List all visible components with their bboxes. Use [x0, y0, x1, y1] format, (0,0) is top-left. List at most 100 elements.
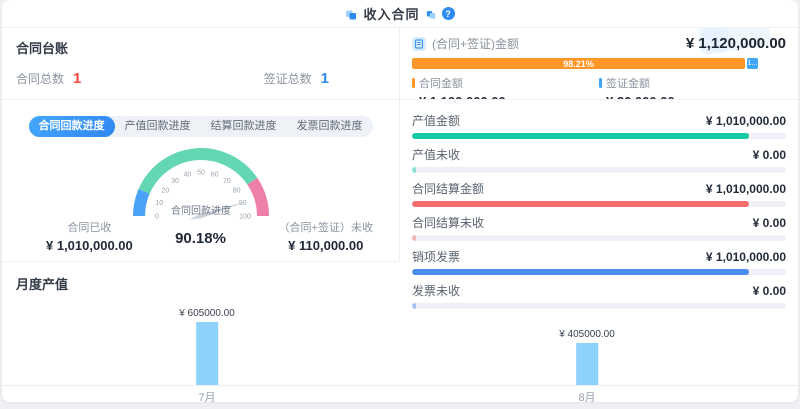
svg-text:70: 70: [223, 178, 231, 185]
svg-text:60: 60: [210, 172, 218, 179]
contract-received-value: ¥ 1,010,000.00: [46, 238, 133, 253]
unreceived-value: ¥ 110,000.00: [288, 238, 364, 253]
metric-label: 发票未收: [412, 284, 461, 298]
metric-value: ¥ 1,010,000.00: [705, 181, 786, 196]
metrics-list: 产值金额 ¥ 1,010,000.00 产值未收 ¥ 0.00 合同结算金额 ¥ 1,01…: [400, 100, 798, 309]
amount-stacked-bar: 98.21% 1...: [412, 58, 758, 69]
contract-folder-icon: [345, 8, 357, 20]
gauge-value: 90.18%: [175, 230, 226, 247]
metric-label: 销项发票: [412, 250, 461, 264]
metric-bar-fill: [412, 133, 750, 139]
metric-label: 合同结算金额: [412, 182, 485, 196]
visa-count-label: 签证总数: [263, 72, 312, 86]
orange-legend-marker: [412, 78, 415, 88]
metric-bar-fill: [412, 303, 417, 309]
metric-value: ¥ 0.00: [752, 147, 786, 162]
svg-text:30: 30: [171, 178, 179, 185]
gauge-chart: 0 10 20 30 40 50 60 70 80 90 100 合同回款进度: [101, 138, 301, 234]
metric-bar-fill: [412, 235, 417, 241]
amount-doc-icon: [412, 36, 426, 51]
legend-label: 签证金额: [606, 78, 650, 90]
bar-segment-合同金额: 98.21%: [412, 58, 745, 69]
svg-text:40: 40: [183, 172, 191, 179]
metric-bar-track: [412, 133, 786, 139]
contract-count-stat: 合同总数 1: [16, 70, 81, 87]
contract-doc-icon: [426, 9, 436, 19]
svg-text:0: 0: [155, 214, 159, 221]
metric-row: 合同结算未收 ¥ 0.00: [412, 207, 786, 241]
svg-text:100: 100: [239, 214, 251, 221]
amount-total-value: ¥ 1,120,000.00: [685, 35, 786, 52]
unreceived-stat: （合同+签证）未收 ¥ 110,000.00: [279, 219, 373, 253]
bar-value-label: ¥ 605000.00: [179, 308, 235, 319]
progress-tabs: 合同回款进度 产值回款进度 结算回款进度 发票回款进度: [28, 116, 373, 137]
x-axis-label: 8月: [578, 392, 596, 402]
monthly-title: 月度产值: [16, 277, 69, 292]
visa-count-value: 1: [320, 70, 329, 87]
tab-发票回款进度[interactable]: 发票回款进度: [296, 120, 363, 132]
metric-label: 产值金额: [412, 114, 461, 128]
metric-bar-track: [412, 269, 786, 275]
contract-ledger-panel: 合同台账 合同总数 1 签证总数 1: [2, 28, 399, 100]
main-area: 合同台账 合同总数 1 签证总数 1 合同回款进度 产值回款进度 结算回款进度 发票回…: [2, 28, 798, 309]
bar-segment-签证金额: 1...: [747, 58, 758, 69]
metric-value: ¥ 0.00: [752, 215, 786, 230]
svg-text:20: 20: [161, 188, 169, 195]
metric-row: 发票未收 ¥ 0.00: [412, 275, 786, 309]
metric-bar-track: [412, 303, 786, 309]
metric-bar-fill: [412, 167, 417, 173]
blue-legend-marker: [599, 78, 602, 88]
total-amount-panel: (合同+签证)金额 ¥ 1,120,000.00 98.21% 1... 合同金额…: [400, 28, 798, 100]
ledger-title: 合同台账: [16, 41, 69, 56]
metric-bar-fill: [412, 269, 750, 275]
metric-bar-track: [412, 167, 786, 173]
tab-结算回款进度[interactable]: 结算回款进度: [210, 120, 277, 132]
income-contract-dashboard: 收入合同 ? 合同台账 合同总数 1 签证总数 1: [2, 0, 798, 402]
contract-received-stat: 合同已收 ¥ 1,010,000.00: [46, 219, 133, 253]
metric-label: 合同结算未收: [412, 216, 485, 230]
unreceived-label: （合同+签证）未收: [278, 222, 373, 234]
bar-value-label: ¥ 405000.00: [559, 329, 615, 340]
bar-group-7月: ¥ 605000.00: [179, 308, 235, 385]
amount-header: (合同+签证)金额 ¥ 1,120,000.00: [412, 35, 786, 52]
legend-value: ¥ 1,100,000.00: [412, 94, 599, 99]
metric-row: 产值未收 ¥ 0.00: [412, 139, 786, 173]
contract-count-label: 合同总数: [16, 72, 65, 86]
repayment-progress-panel: 合同回款进度 产值回款进度 结算回款进度 发票回款进度 0 10 20 30 40 50 60 70…: [2, 100, 399, 262]
metric-bar-fill: [412, 201, 750, 207]
right-column: (合同+签证)金额 ¥ 1,120,000.00 98.21% 1... 合同金额…: [400, 28, 798, 309]
contract-received-label: 合同已收: [67, 222, 112, 234]
contract-count-value: 1: [73, 70, 82, 87]
metric-row: 产值金额 ¥ 1,010,000.00: [412, 105, 786, 139]
svg-text:合同回款进度: 合同回款进度: [171, 204, 231, 217]
bar: [196, 322, 218, 385]
svg-text:80: 80: [232, 188, 240, 195]
metric-value: ¥ 1,010,000.00: [705, 249, 786, 264]
legend-label: 合同金额: [419, 78, 463, 90]
ledger-stats: 合同总数 1 签证总数 1: [16, 70, 385, 87]
x-axis-line: [2, 385, 798, 386]
x-axis-label: 7月: [198, 392, 216, 402]
bar: [576, 343, 598, 385]
header: 收入合同 ?: [2, 0, 798, 28]
metric-bar-track: [412, 201, 786, 207]
tab-合同回款进度[interactable]: 合同回款进度: [28, 116, 115, 137]
metric-bar-track: [412, 235, 786, 241]
svg-text:10: 10: [155, 200, 163, 207]
svg-text:50: 50: [197, 170, 205, 177]
svg-text:90: 90: [238, 200, 246, 207]
amount-label: (合同+签证)金额: [432, 37, 520, 51]
metric-value: ¥ 0.00: [752, 283, 786, 298]
legend-visa-amount: 签证金额 ¥ 20,000.00: [599, 75, 786, 99]
monthly-output-panel: 月度产值 ¥ 605000.00 7月 ¥ 405000.00 8月: [2, 262, 798, 402]
tab-产值回款进度[interactable]: 产值回款进度: [124, 120, 191, 132]
help-icon[interactable]: ?: [441, 7, 455, 20]
metric-label: 产值未收: [412, 148, 461, 162]
metric-row: 销项发票 ¥ 1,010,000.00: [412, 241, 786, 275]
visa-count-stat: 签证总数 1: [264, 70, 329, 87]
legend-contract-amount: 合同金额 ¥ 1,100,000.00: [412, 75, 599, 99]
left-column: 合同台账 合同总数 1 签证总数 1 合同回款进度 产值回款进度 结算回款进度 发票回…: [2, 28, 400, 262]
legend-value: ¥ 20,000.00: [599, 94, 786, 99]
page-title: 收入合同: [363, 7, 420, 22]
bar-group-8月: ¥ 405000.00: [559, 329, 615, 385]
